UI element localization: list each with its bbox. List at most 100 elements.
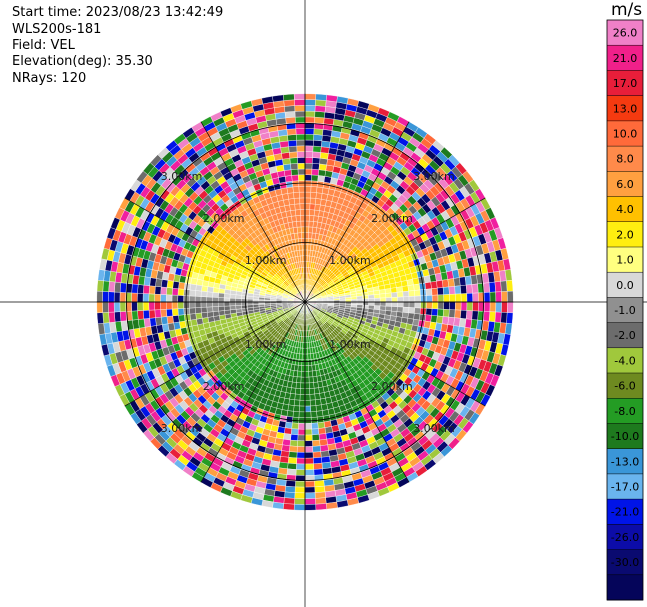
range-gate (304, 203, 311, 210)
range-gate (166, 287, 173, 296)
range-gate (304, 457, 314, 465)
range-gate (161, 279, 169, 288)
range-gate (431, 308, 439, 317)
range-gate (200, 301, 207, 308)
range-gate (154, 301, 161, 311)
range-gate (298, 186, 306, 193)
range-gate (137, 284, 145, 294)
range-gate (299, 191, 306, 199)
range-gate (294, 486, 306, 494)
range-gate (108, 311, 116, 323)
range-gate (326, 94, 338, 103)
range-gate (247, 301, 254, 306)
range-gate (314, 105, 326, 113)
range-gate (212, 301, 219, 307)
range-gate (453, 317, 461, 327)
range-gate (283, 93, 295, 101)
range-gate (466, 301, 473, 311)
range-gate (296, 457, 306, 465)
range-gate (309, 388, 315, 395)
range-gate (300, 220, 306, 228)
range-gate (177, 288, 185, 296)
range-gate (285, 116, 296, 124)
range-gate (212, 297, 219, 303)
range-gate (318, 169, 327, 177)
range-gate (307, 347, 311, 355)
range-gate (296, 151, 306, 158)
range-gate (407, 284, 415, 292)
range-gate (296, 452, 306, 459)
range-gate (300, 226, 306, 233)
range-gate (426, 295, 433, 303)
range-gate (362, 301, 369, 306)
range-gate (171, 301, 179, 310)
range-gate (304, 371, 310, 378)
range-gate (284, 111, 296, 119)
range-gate (297, 157, 306, 164)
range-gate (448, 286, 456, 295)
range-gate (430, 280, 438, 289)
range-gate (177, 301, 184, 309)
range-gate (108, 281, 116, 293)
range-gate (283, 198, 290, 207)
range-gate (310, 192, 317, 199)
range-gate (391, 292, 398, 298)
range-gate (500, 280, 508, 292)
range-gate (436, 280, 444, 289)
range-gate (319, 444, 329, 452)
range-gate (272, 501, 284, 510)
range-gate (172, 280, 180, 289)
range-gate (318, 163, 327, 171)
range-gate (304, 93, 317, 100)
range-gate (223, 293, 231, 299)
range-gate (312, 445, 321, 453)
range-gate (155, 316, 163, 326)
range-gate (413, 313, 421, 321)
range-gate (304, 215, 310, 222)
range-gate (442, 286, 450, 295)
range-gate (298, 238, 303, 245)
range-gate (304, 197, 311, 204)
range-label: 3.00km (413, 170, 455, 183)
range-gate (318, 427, 327, 435)
range-gate (296, 145, 306, 152)
range-gate (148, 285, 156, 295)
range-gate (301, 238, 306, 245)
range-gate (304, 145, 314, 152)
range-gate (309, 382, 315, 389)
range-gate (284, 491, 296, 499)
range-gate (304, 504, 317, 511)
range-gate (229, 301, 236, 307)
range-gate (504, 323, 513, 335)
range-gate (131, 283, 139, 294)
range-label: 1.00km (329, 254, 371, 267)
range-gate (312, 376, 318, 383)
start-time-label: Start time: 2023/08/23 13:42:49 (12, 5, 224, 20)
range-gate (195, 284, 203, 292)
range-gate (189, 295, 196, 303)
range-gate (460, 301, 468, 311)
range-gate (287, 140, 297, 147)
range-gate (286, 410, 294, 418)
range-gate (302, 255, 306, 262)
range-gate (102, 312, 110, 324)
range-gate (296, 226, 302, 234)
range-gate (391, 297, 398, 303)
range-gate (313, 462, 323, 470)
range-gate (309, 209, 315, 216)
range-label: 2.00km (371, 212, 413, 225)
range-gate (314, 480, 325, 488)
range-gate (401, 285, 409, 292)
range-gate (304, 394, 311, 401)
range-gate (282, 158, 291, 166)
range-gate (315, 398, 322, 406)
range-gate (297, 232, 302, 239)
range-gate (172, 315, 180, 324)
range-gate (195, 307, 202, 314)
range-gate (194, 301, 202, 308)
range-gate (218, 301, 225, 307)
range-gate (154, 309, 162, 318)
range-gate (293, 399, 301, 407)
range-gate (454, 309, 462, 319)
range-gate (304, 226, 310, 233)
